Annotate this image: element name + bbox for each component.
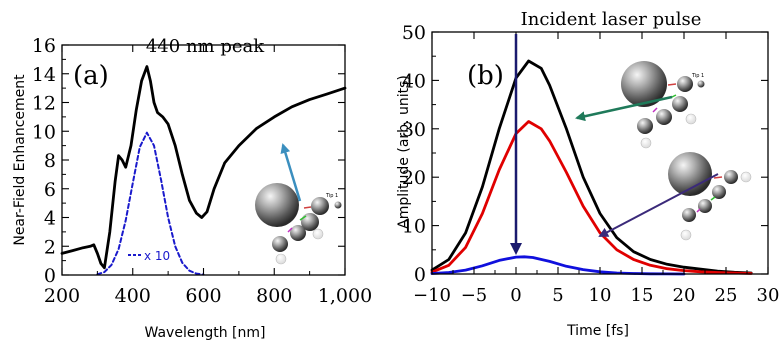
panel-b-ytick-label-0: 0 bbox=[414, 264, 426, 286]
panel-a-ytick-label-7: 14 bbox=[32, 64, 56, 86]
arrow-b-bottom bbox=[598, 173, 719, 237]
panel-a-ytick-label-3: 6 bbox=[44, 179, 56, 201]
panel-b-xtick-label-7: 25 bbox=[715, 285, 738, 306]
panel-b-xtick-label-4: 10 bbox=[589, 285, 612, 306]
panel-b-series-1-line bbox=[430, 120, 753, 275]
panel-b-xtick-label-0: −10 bbox=[413, 285, 451, 306]
panel-a-xlabel: Wavelength [nm] bbox=[145, 325, 266, 341]
arrow-b-top bbox=[575, 95, 673, 122]
panel-a-ylabel: Near-Field Enhancement bbox=[12, 74, 28, 246]
panel-b-xtick-label-8: 30 bbox=[757, 285, 780, 306]
nanoparticle-cluster-a: Tip 1 bbox=[255, 183, 342, 265]
legend-dashed-label: x 10 bbox=[144, 249, 170, 263]
panel-a-xtick-label-1: 400 bbox=[115, 285, 151, 307]
panel-a-ytick-label-6: 12 bbox=[32, 93, 56, 115]
panel-a-xtick-label-2: 600 bbox=[185, 285, 221, 307]
panel-b-ylabel: Amplitude (arb. units) bbox=[396, 75, 412, 229]
panel-a-xtick-label-3: 800 bbox=[256, 285, 292, 307]
panel-a-series bbox=[60, 65, 347, 276]
panel-b-xtick-label-3: 5 bbox=[552, 285, 563, 306]
panel-a-title: 440 nm peak bbox=[146, 36, 265, 57]
panel-a-ytick-label-4: 8 bbox=[44, 150, 56, 172]
nanoparticle-cluster-b-bottom bbox=[668, 152, 752, 241]
panel-b-title: Incident laser pulse bbox=[521, 9, 702, 30]
panel-b-series-0-line bbox=[430, 59, 753, 275]
panel-a-ticks: 200 400 600 800 1,000 0 2 4 6 8 10 12 14 16 bbox=[32, 35, 372, 307]
panel-a-xtick-label-4: 1,000 bbox=[318, 285, 372, 307]
panel-b-ytick-label-3: 30 bbox=[402, 119, 426, 141]
panel-b: −10 −5 0 5 10 15 20 25 30 0 10 20 30 40 50 (b) Inciden… bbox=[396, 9, 779, 339]
arrow-a bbox=[280, 143, 302, 202]
panel-b-ytick-label-5: 50 bbox=[402, 22, 426, 44]
panel-b-xlabel: Time [fs] bbox=[566, 323, 629, 339]
panel-a-ytick-label-8: 16 bbox=[32, 35, 56, 57]
panel-a-ytick-label-5: 10 bbox=[32, 121, 56, 143]
panel-a-ytick-label-0: 0 bbox=[44, 265, 56, 287]
panel-a-label: (a) bbox=[73, 61, 109, 91]
inset-a-tip-label: Tip 1 bbox=[325, 193, 338, 199]
panel-a-ytick-label-2: 4 bbox=[44, 208, 56, 230]
panel-b-xtick-label-5: 15 bbox=[631, 285, 654, 306]
panel-b-ticks: −10 −5 0 5 10 15 20 25 30 0 10 20 30 40 50 bbox=[402, 22, 780, 306]
panel-a-xtick-label-0: 200 bbox=[44, 285, 80, 307]
panel-a-series-1-line bbox=[96, 131, 205, 276]
panel-a-series-0-line bbox=[60, 65, 347, 270]
nanoparticle-cluster-b-top: Tip 1 bbox=[621, 61, 705, 149]
panel-b-ytick-label-4: 40 bbox=[402, 70, 426, 92]
panel-a: 200 400 600 800 1,000 0 2 4 6 8 10 12 14 16 (a) 440 n… bbox=[12, 35, 372, 341]
panel-a-ytick-label-1: 2 bbox=[44, 236, 56, 258]
panel-b-label: (b) bbox=[467, 61, 504, 91]
panel-b-xtick-label-1: −5 bbox=[461, 285, 488, 306]
panel-b-xtick-label-6: 20 bbox=[673, 285, 696, 306]
panel-b-ytick-label-1: 10 bbox=[402, 216, 426, 238]
panel-b-xtick-label-2: 0 bbox=[510, 285, 521, 306]
inset-b-tip-label: Tip 1 bbox=[691, 73, 704, 79]
panel-b-ytick-label-2: 20 bbox=[402, 167, 426, 189]
